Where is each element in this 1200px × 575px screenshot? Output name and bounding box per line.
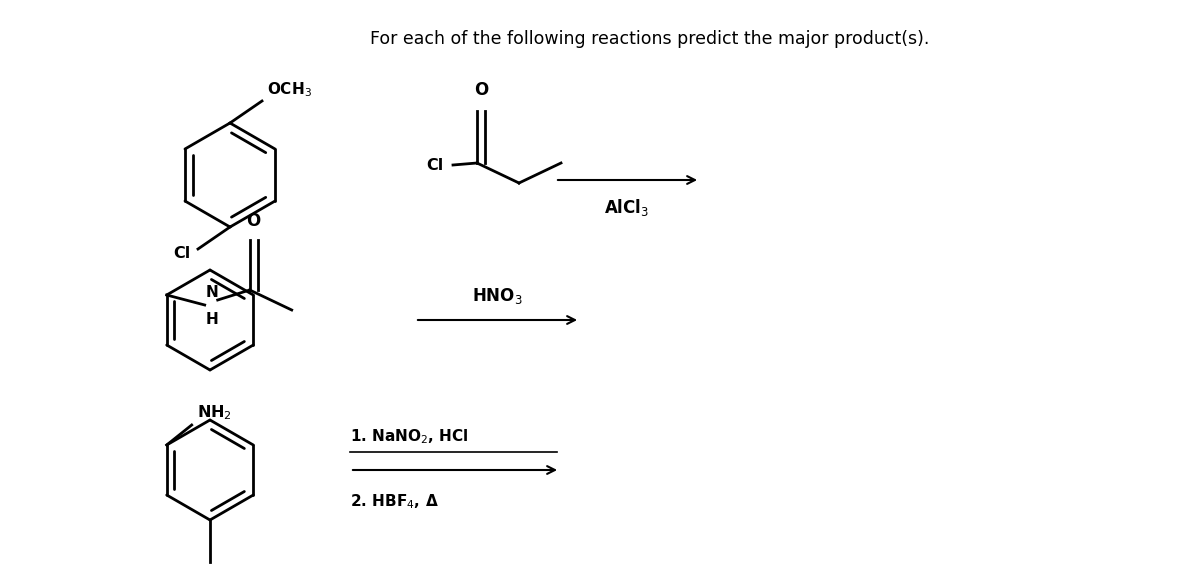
Text: O: O bbox=[246, 212, 260, 230]
Text: Cl: Cl bbox=[426, 158, 444, 172]
Text: NH$_2$: NH$_2$ bbox=[197, 403, 232, 422]
Text: O: O bbox=[474, 81, 488, 99]
Text: N: N bbox=[205, 285, 218, 300]
Text: OCH$_3$: OCH$_3$ bbox=[266, 81, 312, 99]
Text: AlCl$_3$: AlCl$_3$ bbox=[605, 197, 649, 218]
Text: HNO$_3$: HNO$_3$ bbox=[472, 286, 522, 306]
Text: Cl: Cl bbox=[174, 247, 191, 262]
Text: H: H bbox=[205, 312, 218, 327]
Text: For each of the following reactions predict the major product(s).: For each of the following reactions pred… bbox=[371, 30, 930, 48]
Text: 2. HBF$_4$, Δ: 2. HBF$_4$, Δ bbox=[350, 492, 439, 511]
Text: 1. NaNO$_2$, HCl: 1. NaNO$_2$, HCl bbox=[350, 427, 469, 446]
